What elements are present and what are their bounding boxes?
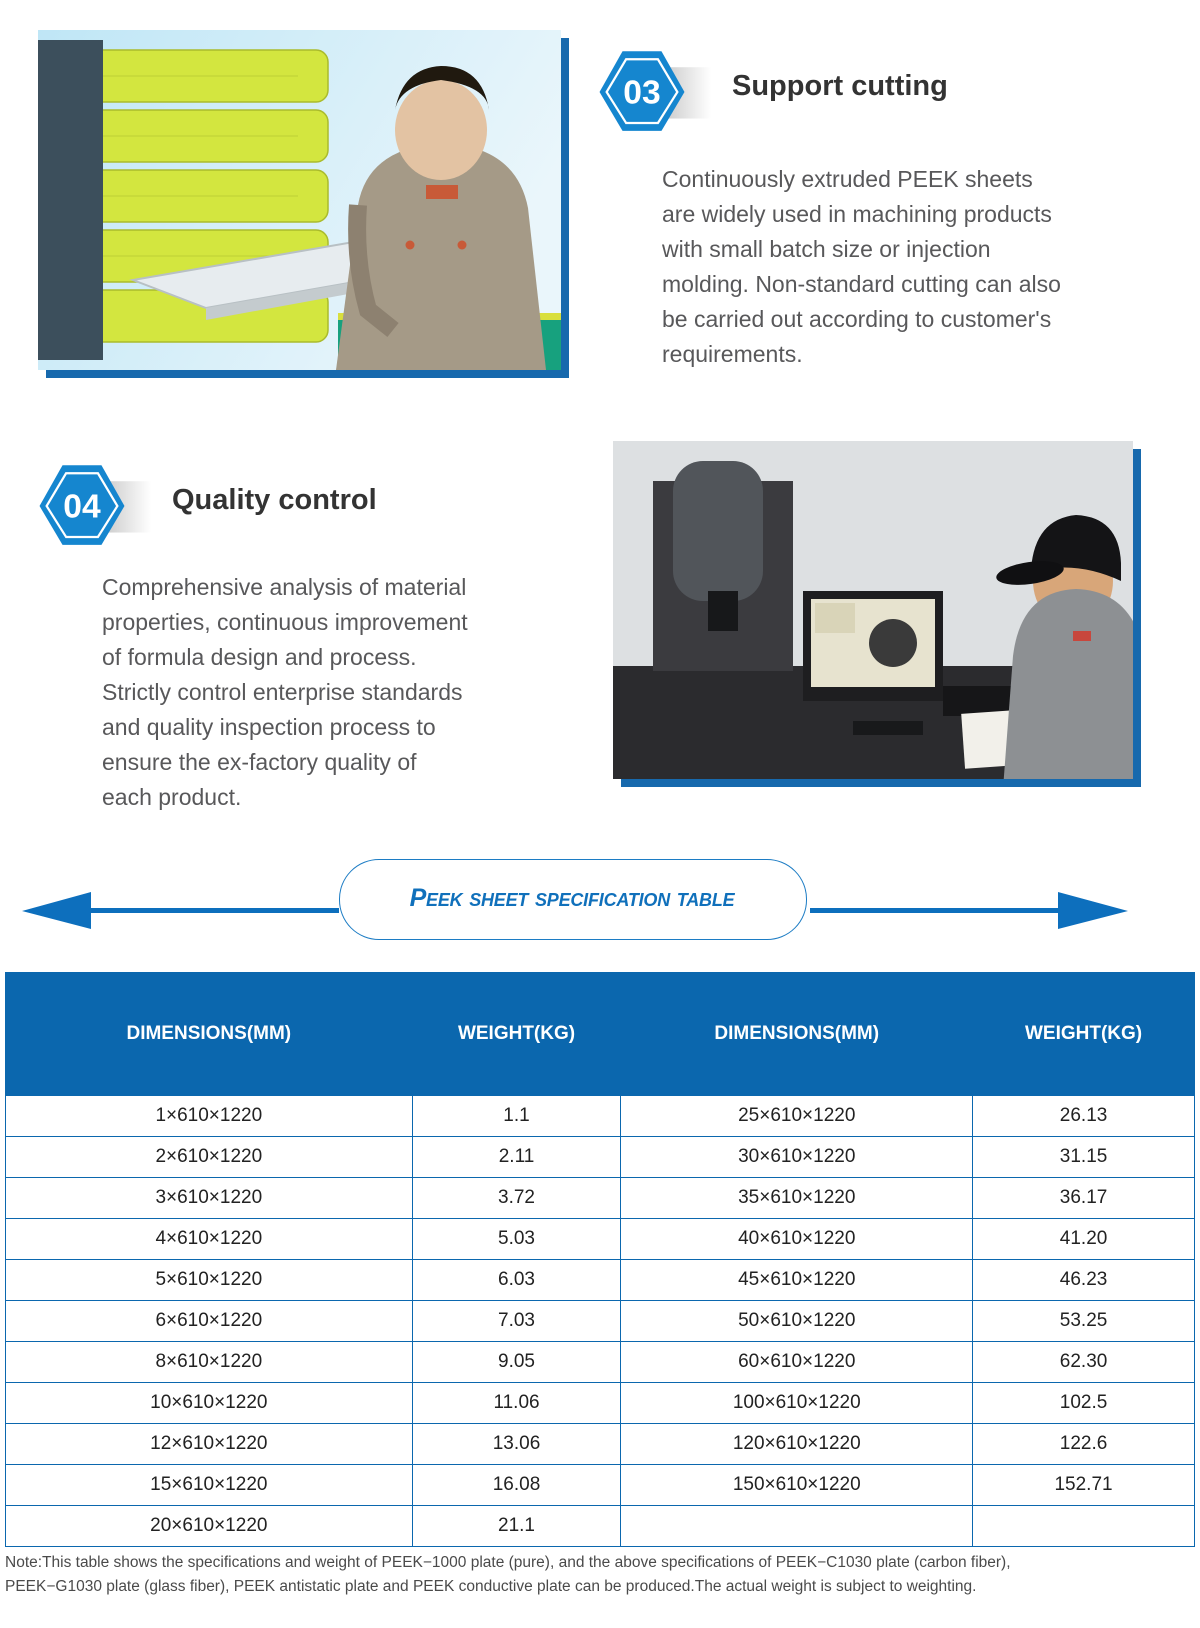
svg-text:04: 04 (63, 489, 101, 526)
svg-text:03: 03 (623, 75, 660, 112)
